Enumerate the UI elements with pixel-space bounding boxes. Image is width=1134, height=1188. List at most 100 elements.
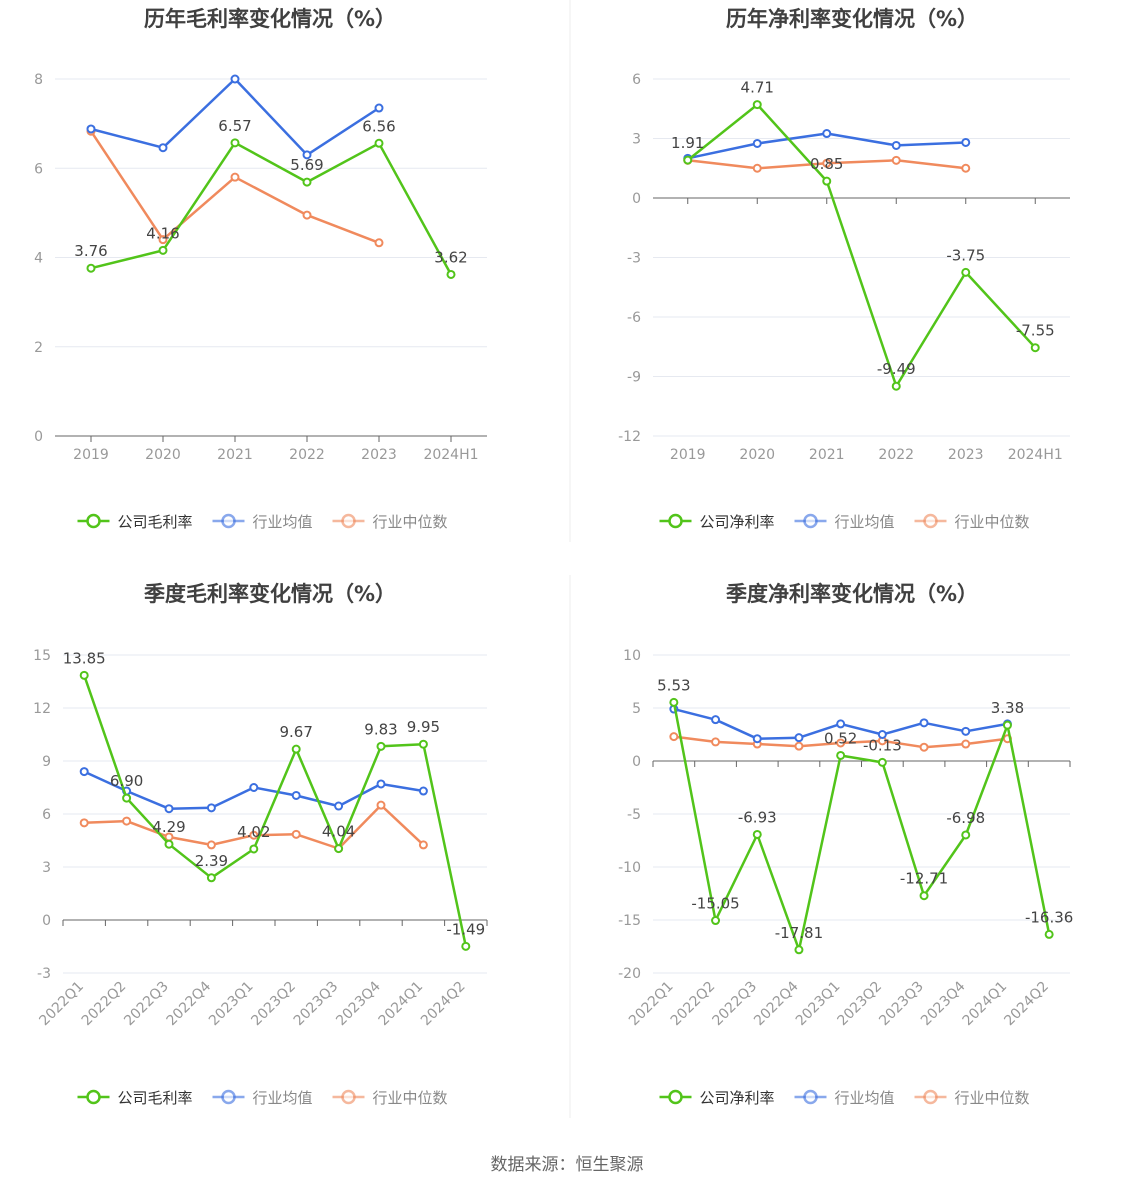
data-point-avg[interactable] [752, 138, 762, 148]
x-tick-label: 2022Q2 [668, 979, 719, 1030]
legend-item-median[interactable]: 行业中位数 [332, 1089, 448, 1107]
data-point-median[interactable] [669, 732, 679, 742]
data-point-company[interactable] [376, 741, 386, 751]
data-point-avg[interactable] [158, 143, 168, 153]
data-point-avg[interactable] [752, 734, 762, 744]
data-point-median[interactable] [206, 840, 216, 850]
legend-item-avg[interactable]: 行业均值 [794, 513, 895, 531]
data-point-median[interactable] [794, 741, 804, 751]
data-point-company[interactable] [669, 697, 679, 707]
data-point-avg[interactable] [961, 726, 971, 736]
legend-item-company[interactable]: 公司毛利率 [77, 513, 193, 531]
data-point-company[interactable] [291, 744, 301, 754]
data-point-median[interactable] [230, 172, 240, 182]
data-point-median[interactable] [836, 738, 846, 748]
data-point-avg[interactable] [376, 779, 386, 789]
data-point-avg[interactable] [822, 129, 832, 139]
data-point-median[interactable] [374, 238, 384, 248]
data-point-company[interactable] [446, 269, 456, 279]
data-point-avg[interactable] [374, 103, 384, 113]
data-point-avg[interactable] [891, 140, 901, 150]
series-line-median [89, 130, 380, 244]
data-point-median[interactable] [961, 163, 971, 173]
data-point-avg[interactable] [302, 150, 312, 160]
data-point-company[interactable] [877, 757, 887, 767]
data-point-median[interactable] [249, 830, 259, 840]
data-point-median[interactable] [822, 158, 832, 168]
data-point-company[interactable] [961, 267, 971, 277]
legend-item-avg[interactable]: 行业均值 [212, 1089, 313, 1107]
data-point-median[interactable] [376, 800, 386, 810]
y-tick-label: 3 [42, 860, 51, 876]
data-point-median[interactable] [891, 155, 901, 165]
legend-item-company[interactable]: 公司毛利率 [77, 1089, 193, 1107]
data-label: 0.85 [810, 155, 843, 173]
data-point-company[interactable] [1044, 929, 1054, 939]
data-point-company[interactable] [334, 844, 344, 854]
data-point-company[interactable] [374, 138, 384, 148]
data-point-company[interactable] [461, 941, 471, 951]
data-point-company[interactable] [752, 829, 762, 839]
data-point-company[interactable] [1002, 720, 1012, 730]
legend-item-company[interactable]: 公司净利率 [659, 513, 775, 531]
data-point-company[interactable] [1030, 343, 1040, 353]
data-point-avg[interactable] [711, 715, 721, 725]
data-point-avg[interactable] [794, 733, 804, 743]
legend-swatch-marker [803, 513, 818, 529]
data-point-avg[interactable] [877, 730, 887, 739]
data-point-median[interactable] [302, 210, 312, 220]
legend-item-company[interactable]: 公司净利率 [659, 1089, 775, 1107]
data-label: 6.90 [110, 772, 143, 790]
legend-item-median[interactable]: 行业中位数 [914, 1089, 1030, 1107]
data-point-company[interactable] [230, 138, 240, 148]
legend-item-avg[interactable]: 行业均值 [794, 1089, 895, 1107]
data-point-median[interactable] [919, 742, 929, 752]
data-point-company[interactable] [302, 177, 312, 187]
data-point-company[interactable] [206, 873, 216, 883]
data-point-avg[interactable] [418, 786, 428, 796]
data-point-company[interactable] [822, 176, 832, 186]
data-point-avg[interactable] [79, 767, 89, 777]
data-label: -0.13 [863, 736, 902, 754]
data-point-median[interactable] [752, 163, 762, 173]
data-point-avg[interactable] [249, 783, 259, 792]
data-point-company[interactable] [711, 916, 721, 926]
data-point-avg[interactable] [961, 137, 971, 147]
data-point-company[interactable] [961, 830, 971, 840]
data-point-avg[interactable] [230, 74, 240, 84]
data-point-median[interactable] [158, 235, 168, 245]
data-point-avg[interactable] [86, 124, 96, 134]
data-point-company[interactable] [836, 750, 846, 760]
data-point-avg[interactable] [164, 804, 174, 814]
x-tick-label: 2019 [670, 447, 706, 463]
data-point-company[interactable] [164, 839, 174, 849]
data-point-company[interactable] [794, 945, 804, 955]
data-point-median[interactable] [79, 818, 89, 828]
data-point-median[interactable] [418, 840, 428, 850]
legend-label: 行业中位数 [955, 1089, 1030, 1107]
data-point-avg[interactable] [206, 803, 216, 813]
data-point-company[interactable] [249, 844, 259, 854]
data-point-company[interactable] [79, 670, 89, 680]
legend-label: 行业均值 [253, 513, 313, 531]
data-point-company[interactable] [891, 381, 901, 391]
data-point-company[interactable] [122, 793, 132, 803]
legend-item-avg[interactable]: 行业均值 [212, 513, 313, 531]
data-point-company[interactable] [418, 739, 428, 749]
series-line-company [687, 103, 1037, 388]
data-point-median[interactable] [711, 737, 721, 747]
data-point-company[interactable] [752, 100, 762, 110]
data-point-median[interactable] [961, 739, 971, 749]
data-point-median[interactable] [291, 829, 301, 839]
data-point-median[interactable] [122, 816, 132, 826]
data-point-company[interactable] [158, 245, 168, 255]
data-point-avg[interactable] [836, 719, 846, 729]
data-point-avg[interactable] [334, 801, 344, 811]
data-point-avg[interactable] [919, 718, 929, 728]
data-point-company[interactable] [683, 155, 693, 165]
data-point-company[interactable] [86, 263, 96, 273]
legend-item-median[interactable]: 行业中位数 [332, 513, 448, 531]
legend-item-median[interactable]: 行业中位数 [914, 513, 1030, 531]
data-point-avg[interactable] [291, 790, 301, 800]
data-point-company[interactable] [919, 891, 929, 901]
